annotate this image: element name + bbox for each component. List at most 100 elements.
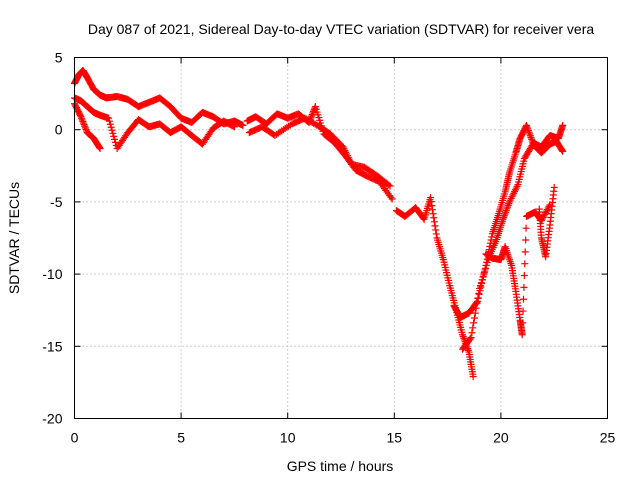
data-point	[105, 114, 113, 122]
data-point	[522, 224, 530, 232]
series-arc-descending	[71, 100, 104, 152]
data-point	[519, 319, 527, 327]
chart-title: Day 087 of 2021, Sidereal Day-to-day VTE…	[88, 21, 594, 37]
data-point	[432, 226, 440, 234]
data-point	[508, 193, 516, 201]
data-point	[474, 294, 482, 302]
data-point	[106, 120, 114, 128]
data-point	[520, 283, 528, 291]
data-point	[428, 202, 436, 210]
data-point	[466, 335, 474, 343]
data-point	[523, 123, 531, 131]
data-point	[527, 133, 535, 141]
x-tick-label: 0	[71, 430, 79, 446]
y-tick-label: -20	[42, 411, 62, 427]
series-recovery-second	[459, 137, 567, 353]
plot-frame	[74, 57, 608, 419]
data-point	[308, 118, 316, 126]
data-point	[524, 125, 532, 133]
data-point	[339, 143, 347, 151]
data-point	[528, 135, 536, 143]
data-point	[525, 128, 533, 136]
y-axis-label: SDTVAR / TECUs	[6, 182, 22, 294]
data-point	[469, 373, 477, 381]
data-point	[430, 218, 438, 226]
x-tick-label: 10	[280, 430, 296, 446]
data-point	[507, 194, 515, 202]
data-point	[500, 213, 508, 221]
data-point	[77, 113, 85, 121]
data-point	[506, 196, 514, 204]
data-point	[505, 200, 513, 208]
data-point	[526, 130, 534, 138]
data-point	[304, 116, 312, 124]
series-late-spike	[535, 183, 558, 261]
data-point	[503, 205, 511, 213]
data-point	[559, 147, 567, 155]
data-point	[309, 109, 317, 117]
data-point	[459, 331, 467, 339]
data-point	[524, 127, 532, 135]
data-point	[543, 207, 551, 215]
data-point	[344, 153, 352, 161]
data-point	[501, 210, 509, 218]
data-point	[343, 150, 351, 158]
data-point	[472, 304, 480, 312]
data-point	[505, 198, 513, 206]
data-point	[511, 188, 519, 196]
data-point	[78, 114, 86, 122]
data-point	[558, 146, 566, 154]
data-point	[110, 132, 118, 140]
data-point	[79, 117, 87, 125]
y-tick-label: -5	[50, 194, 63, 210]
data-point	[459, 332, 467, 340]
x-axis-label: GPS time / hours	[287, 458, 394, 474]
data-point	[502, 207, 510, 215]
data-point	[500, 212, 508, 220]
data-point	[340, 145, 348, 153]
data-point	[510, 189, 518, 197]
data-point	[385, 181, 393, 189]
data-point	[342, 148, 350, 156]
data-point	[469, 324, 477, 332]
data-point	[428, 206, 436, 214]
data-point	[467, 334, 475, 342]
data-point	[513, 182, 521, 190]
data-point	[79, 119, 87, 127]
data-point	[81, 122, 89, 130]
data-point	[511, 186, 519, 194]
data-point	[540, 212, 548, 220]
data-point	[521, 248, 529, 256]
data-point	[387, 193, 395, 201]
data-point	[346, 157, 354, 165]
data-point	[519, 295, 527, 303]
data-point	[108, 126, 116, 134]
y-tick-label: 0	[55, 122, 63, 138]
data-point	[308, 112, 316, 120]
data-point	[470, 314, 478, 322]
data-point	[522, 236, 530, 244]
data-point	[239, 121, 247, 129]
data-point	[345, 155, 353, 163]
data-point	[518, 331, 526, 339]
data-point	[78, 116, 86, 124]
data-point	[504, 201, 512, 209]
data-point	[431, 222, 439, 230]
data-point	[81, 124, 89, 132]
data-point	[307, 118, 315, 126]
data-point	[542, 209, 550, 217]
y-tick-label: -15	[42, 338, 62, 354]
data-point	[512, 184, 520, 192]
data-point	[471, 309, 479, 317]
data-point	[286, 121, 294, 129]
data-point	[388, 195, 396, 203]
data-point	[473, 299, 481, 307]
data-point	[111, 135, 119, 143]
data-point	[521, 260, 529, 268]
data-point	[432, 230, 440, 238]
data-point	[230, 123, 238, 131]
data-point	[504, 203, 512, 211]
data-point	[82, 125, 90, 133]
